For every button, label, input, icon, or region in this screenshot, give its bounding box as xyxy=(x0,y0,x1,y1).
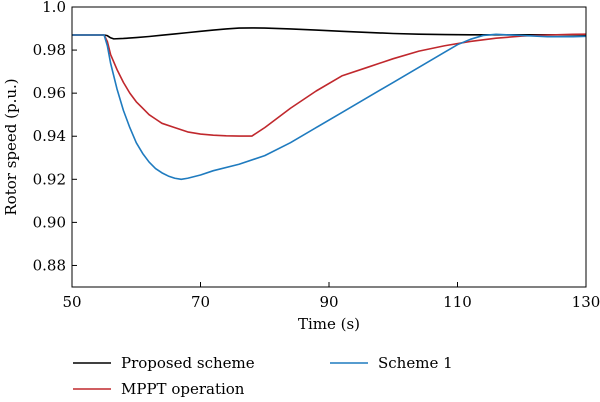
y-tick-label: 0.88 xyxy=(33,256,66,274)
legend-item-3: Scheme 1 xyxy=(330,354,453,372)
legend-label: Scheme 1 xyxy=(378,354,453,372)
x-axis-title: Time (s) xyxy=(298,315,360,333)
legend-item-2: MPPT operation xyxy=(73,380,245,398)
x-tick-label: 110 xyxy=(443,293,472,311)
y-axis-title: Rotor speed (p.u.) xyxy=(2,78,20,215)
x-tick-label: 90 xyxy=(319,293,338,311)
y-tick-label: 0.92 xyxy=(33,170,66,188)
x-tick-label: 70 xyxy=(191,293,210,311)
legend-label: Proposed scheme xyxy=(121,354,255,372)
y-tick-label: 0.96 xyxy=(33,84,66,102)
plot-lines xyxy=(72,27,587,181)
x-axis-ticks: 50 70 90 110 130 xyxy=(62,282,600,311)
plot-frame xyxy=(71,6,587,288)
legend-item-1: Proposed scheme xyxy=(73,354,255,372)
legend-label: MPPT operation xyxy=(121,380,245,398)
y-tick-label: 1.0 xyxy=(42,0,66,16)
series-line-3 xyxy=(72,33,587,181)
y-tick-label: 0.94 xyxy=(33,127,66,145)
x-tick-label: 50 xyxy=(62,293,81,311)
y-axis-ticks: 0.88 0.90 0.92 0.94 0.96 0.98 1.0 xyxy=(33,0,77,274)
x-tick-label: 130 xyxy=(572,293,600,311)
legend: Proposed scheme MPPT operation Scheme 1 xyxy=(73,354,453,398)
y-tick-label: 0.90 xyxy=(33,213,66,231)
series-line-1 xyxy=(72,27,586,40)
y-tick-label: 0.98 xyxy=(33,41,66,59)
